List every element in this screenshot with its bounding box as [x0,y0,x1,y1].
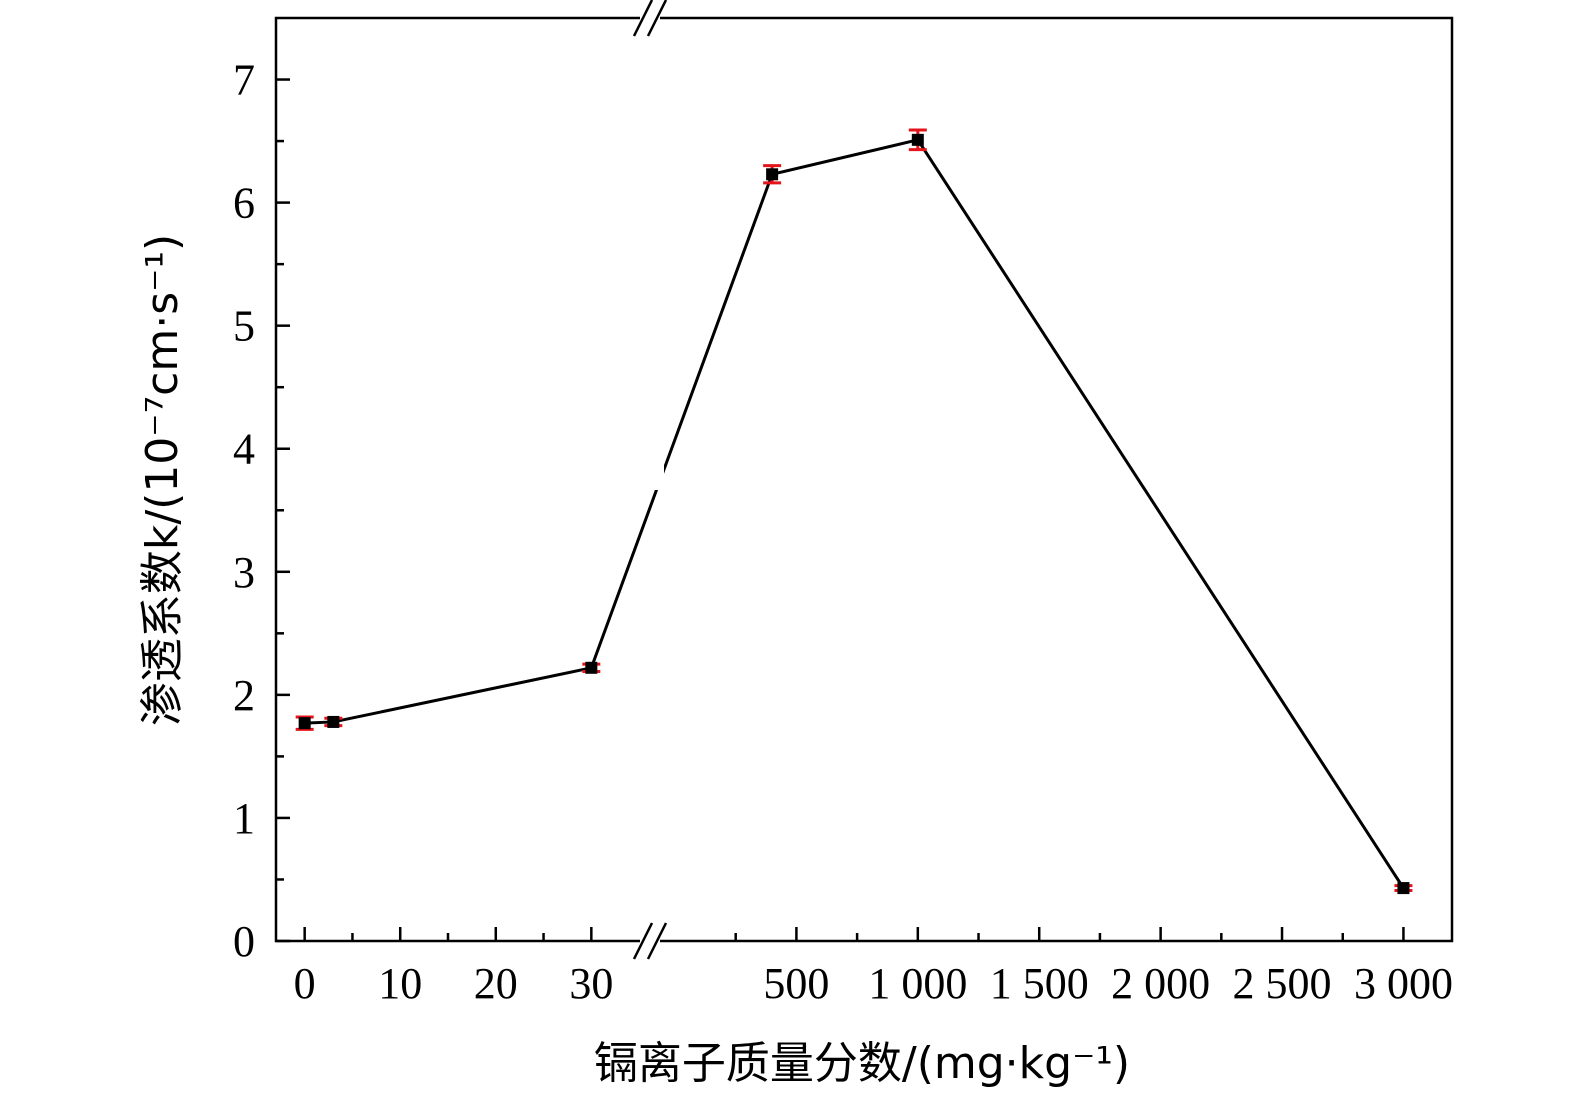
break-slash [632,0,654,37]
y-tick-label: 7 [233,56,255,105]
data-point [298,717,311,730]
break-gap [640,938,660,944]
x-tick-label: 30 [569,959,613,1008]
x-tick-label: 1 500 [990,959,1089,1008]
series-line [304,138,1405,889]
y-tick-label: 1 [233,794,255,843]
x-tick-label: 20 [474,959,518,1008]
data-point [1397,882,1410,895]
y-axis-title: 渗透系数k/(10⁻⁷cm·s⁻¹) [137,234,188,726]
break-gap [640,15,660,21]
data-point [327,715,340,728]
y-tick-label: 5 [233,302,255,351]
x-axis-title: 镉离子质量分数/(mg·kg⁻¹) [594,1038,1130,1089]
x-tick-label: 10 [378,959,422,1008]
break-slash [646,922,668,960]
break-slash [632,922,654,960]
x-tick-label: 500 [763,959,829,1008]
data-point [585,661,598,674]
y-tick-label: 3 [233,548,255,597]
y-tick-label: 2 [233,671,255,720]
y-tick-label: 6 [233,179,255,228]
x-tick-label: 0 [294,959,316,1008]
x-tick-label: 2 500 [1233,959,1332,1008]
axis-break [632,0,668,960]
series-layer [295,128,1413,895]
y-tick-label: 4 [233,425,255,474]
y-tick-label: 0 [233,917,255,966]
data-point [766,168,779,181]
x-tick-label: 2 000 [1111,959,1210,1008]
break-slash [646,0,668,37]
x-axis: 0 10 20 30 500 1 000 1 500 2 000 2 500 3 000 [294,927,1453,1008]
x-tick-label: 1 000 [868,959,967,1008]
y-axis: 0 1 2 3 4 5 6 7 [233,56,290,966]
plot-border [274,16,1454,943]
x-tick-label: 3 000 [1354,959,1453,1008]
plot-frame [274,16,1454,943]
data-point [911,133,924,146]
break-gap-line [636,430,664,490]
